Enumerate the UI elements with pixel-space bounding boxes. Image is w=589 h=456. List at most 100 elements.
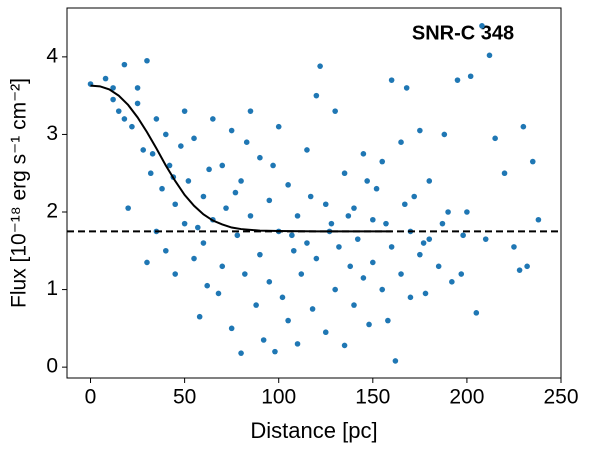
x-tick-label: 150	[355, 386, 390, 409]
chart-title: SNR-C 348	[412, 22, 514, 44]
y-tick-label: 0	[46, 355, 58, 378]
scatter-point	[388, 77, 395, 83]
scatter-point	[196, 313, 203, 320]
scatter-point	[238, 178, 244, 184]
scatter-point	[411, 193, 418, 200]
scatter-point	[285, 182, 291, 188]
scatter-point	[159, 185, 165, 192]
scatter-point	[178, 143, 184, 149]
scatter-point	[313, 92, 320, 99]
scatter-point	[458, 271, 465, 277]
fit-line	[90, 84, 392, 233]
scatter-point	[204, 282, 211, 289]
scatter-point	[345, 213, 352, 219]
scatter-point	[121, 116, 128, 122]
scatter-point	[243, 139, 250, 145]
scatter-point	[492, 135, 498, 142]
x-tick-label: 250	[543, 386, 578, 409]
scatter-point	[200, 240, 207, 246]
scatter-point	[228, 325, 235, 332]
scatter-point	[417, 251, 423, 258]
scatter-point	[234, 232, 241, 239]
scatter-point	[121, 61, 128, 68]
scatter-point	[516, 267, 523, 273]
scatter-point	[417, 127, 423, 134]
scatter-point	[370, 216, 376, 223]
scatter-point	[272, 348, 278, 355]
scatter-point	[403, 85, 410, 91]
scatter-point	[332, 108, 338, 114]
scatter-point	[294, 341, 301, 347]
scatter-point	[501, 170, 508, 177]
scatter-point	[238, 350, 244, 356]
scatter-point	[304, 240, 310, 246]
scatter-point	[322, 329, 329, 336]
scatter-point	[364, 178, 370, 184]
scatter-point	[479, 23, 485, 29]
scatter-point	[520, 123, 527, 130]
scatter-point	[366, 321, 372, 328]
scatter-point	[247, 108, 254, 114]
scatter-point	[125, 205, 131, 211]
scatter-point	[247, 213, 254, 219]
scatter-point	[232, 189, 239, 196]
scatter-point	[185, 178, 192, 184]
scatter-point	[341, 170, 348, 177]
scatter-point	[426, 236, 433, 242]
scatter-point	[313, 255, 320, 262]
x-tick-label: 100	[261, 386, 296, 409]
scatter-point	[191, 135, 197, 142]
scatter-point	[206, 166, 212, 173]
scatter-point	[351, 302, 357, 308]
scatter-point	[360, 151, 367, 157]
scatter-point	[200, 193, 207, 200]
scatter-point	[388, 244, 395, 250]
scatter-point	[379, 158, 386, 165]
scatter-point	[219, 162, 226, 169]
scatter-point	[407, 294, 414, 301]
scatter-point	[110, 96, 116, 103]
scatter-point	[289, 232, 295, 239]
scatter-point	[379, 286, 386, 293]
scatter-point	[535, 216, 542, 223]
scatter-point	[351, 205, 357, 211]
scatter-point	[383, 220, 389, 227]
scatter-point	[473, 310, 480, 316]
scatter-point	[422, 290, 429, 297]
scatter-point	[332, 286, 338, 293]
scatter-point	[370, 259, 376, 266]
scatter-point	[435, 263, 442, 270]
scatter-point	[257, 251, 263, 258]
scatter-point	[328, 220, 335, 227]
scatter-point	[147, 170, 154, 177]
scatter-point	[270, 162, 276, 169]
scatter-point	[223, 205, 229, 211]
x-tick-label: 200	[449, 386, 484, 409]
scatter-point	[464, 209, 470, 215]
scatter-point	[253, 302, 259, 308]
scatter-point	[524, 263, 530, 270]
scatter-point	[322, 201, 329, 208]
scatter-point	[181, 108, 188, 114]
scatter-point	[341, 342, 348, 349]
scatter-point	[360, 275, 367, 281]
scatter-point	[439, 220, 446, 227]
scatter-point	[191, 255, 197, 262]
scatter-point	[420, 240, 427, 246]
scatter-point	[102, 75, 109, 82]
scatter-point	[511, 244, 517, 250]
scatter-point	[385, 317, 391, 324]
scatter-point	[309, 306, 316, 312]
scatter-point	[354, 236, 361, 242]
x-tick-label: 0	[85, 386, 97, 409]
x-axis-label: Distance [pc]	[250, 418, 377, 443]
scatter-point	[194, 224, 201, 231]
scatter-point	[215, 290, 222, 297]
scatter-point	[307, 193, 314, 200]
scatter-point	[266, 197, 273, 204]
plot-frame	[66, 7, 562, 379]
y-tick-label: 2	[46, 200, 58, 223]
scatter-point	[266, 279, 273, 285]
scatter-point	[298, 271, 305, 277]
